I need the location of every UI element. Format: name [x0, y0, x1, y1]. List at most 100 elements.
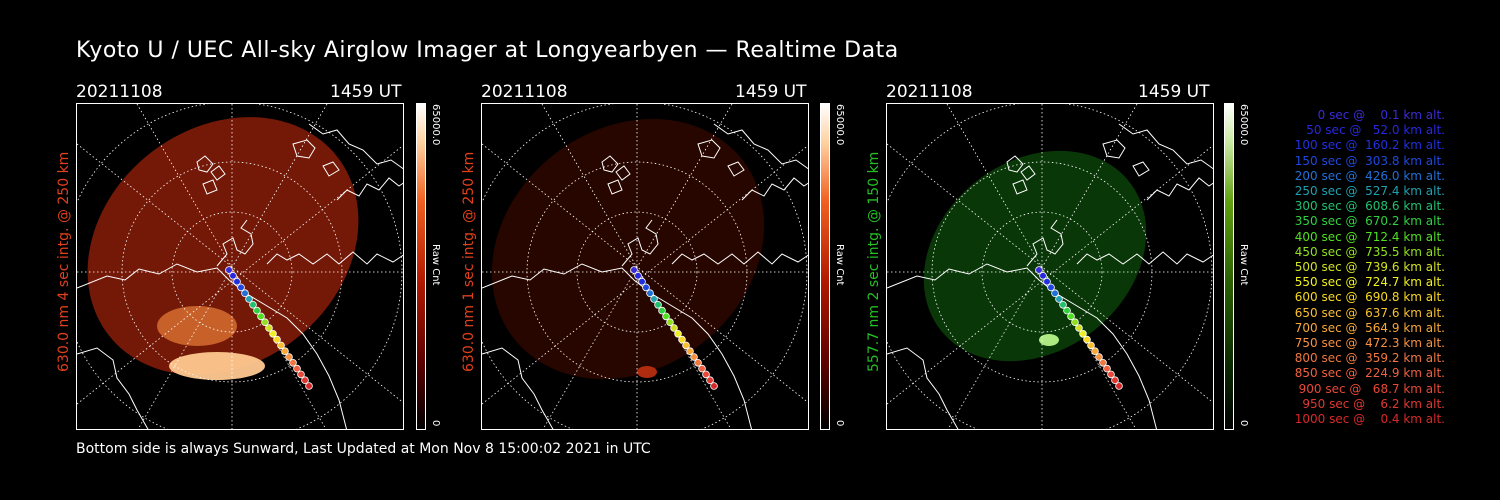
trajectory-marker — [1079, 330, 1087, 338]
trajectory-marker — [638, 277, 646, 286]
legend-row: 800 sec @ 359.2 km alt. — [1290, 351, 1445, 366]
trajectory-marker — [1075, 324, 1083, 332]
trajectory-marker — [1055, 295, 1063, 303]
trajectory-marker — [277, 341, 285, 350]
island-outline — [727, 161, 745, 177]
island-outline — [1132, 161, 1150, 177]
trajectory-marker — [1083, 335, 1091, 344]
trajectory-marker — [237, 283, 245, 292]
legend-row: 550 sec @ 724.7 km alt. — [1290, 275, 1445, 290]
panel-2-date: 20211108 — [481, 82, 568, 102]
legend-row: 750 sec @ 472.3 km alt. — [1290, 336, 1445, 351]
lat-lon-grid — [482, 104, 808, 429]
footer-status: Bottom side is always Sunward, Last Upda… — [76, 441, 651, 457]
panel-2-time: 1459 UT — [735, 82, 807, 102]
legend-row: 100 sec @ 160.2 km alt. — [1290, 138, 1445, 153]
legend-row: 900 sec @ 68.7 km alt. — [1294, 381, 1445, 396]
trajectory-marker — [650, 295, 658, 303]
trajectory-marker — [265, 324, 273, 332]
legend-row: 300 sec @ 608.6 km alt. — [1290, 199, 1445, 214]
trajectory-marker — [686, 347, 694, 356]
legend-row: 250 sec @ 527.4 km alt. — [1290, 184, 1445, 199]
trajectory-marker — [1035, 266, 1043, 274]
panel-1-colorbar-max: 65000.0 — [430, 104, 441, 146]
legend-row: 150 sec @ 303.8 km alt. — [1290, 153, 1445, 168]
trajectory-marker — [694, 358, 702, 367]
panel-2-wavelength-label: 630.0 nm 1 sec intg. @ 250 km — [461, 151, 477, 372]
trajectory-marker — [674, 330, 682, 338]
legend-row: 350 sec @ 670.2 km alt. — [1290, 214, 1445, 229]
aurora-bright-patch — [1039, 334, 1059, 346]
legend-row: 600 sec @ 690.8 km alt. — [1290, 290, 1445, 305]
legend-row: 50 sec @ 52.0 km alt. — [1298, 123, 1445, 138]
legend-row: 500 sec @ 739.6 km alt. — [1290, 260, 1445, 275]
panel-2-colorbar-min: 0 — [834, 420, 845, 427]
legend-row: 1000 sec @ 0.4 km alt. — [1294, 412, 1445, 427]
trajectory-marker — [642, 283, 650, 292]
trajectory-marker — [253, 306, 261, 315]
trajectory-marker — [630, 266, 638, 274]
trajectory-marker — [269, 330, 277, 338]
trajectory-marker — [706, 376, 714, 385]
trajectory-marker — [261, 318, 269, 327]
trajectory-marker — [710, 382, 718, 390]
aurora-bright-patch — [169, 352, 265, 380]
coastline — [482, 123, 808, 429]
panel-1-colorbar — [416, 103, 426, 430]
trajectory-marker — [293, 364, 301, 373]
island-outline — [1102, 139, 1126, 159]
trajectory-marker — [678, 335, 686, 344]
panel-3-date: 20211108 — [886, 82, 973, 102]
island-outline — [210, 165, 226, 181]
panel-2-allsky-image — [481, 103, 809, 430]
trajectory-marker — [273, 335, 281, 344]
trajectory-marker — [1051, 289, 1059, 298]
panel-1-wavelength-label: 630.0 nm 4 sec intg. @ 250 km — [56, 151, 72, 372]
trajectory-marker — [1047, 283, 1055, 292]
aurora-arc — [157, 306, 237, 346]
legend-row: 700 sec @ 564.9 km alt. — [1290, 320, 1445, 335]
trajectory-marker — [229, 272, 237, 280]
trajectory-marker — [289, 358, 297, 367]
trajectory-marker — [646, 289, 654, 298]
island-outline — [615, 165, 631, 181]
legend-row: 400 sec @ 712.4 km alt. — [1290, 229, 1445, 244]
trajectory-marker — [1067, 312, 1075, 321]
trajectory-marker — [698, 364, 706, 373]
panel-1-colorbar-unit: Raw Cnt — [430, 244, 441, 286]
legend-row: 650 sec @ 637.6 km alt. — [1290, 305, 1445, 320]
panel-1-time: 1459 UT — [330, 82, 402, 102]
trajectory-marker — [305, 382, 313, 390]
panel-3-colorbar-unit: Raw Cnt — [1238, 244, 1249, 286]
trajectory-marker — [233, 277, 241, 286]
island-outline — [292, 139, 316, 159]
trajectory-marker — [1039, 272, 1047, 280]
trajectory-marker — [1091, 347, 1099, 356]
panel-2-colorbar-max: 65000.0 — [834, 104, 845, 146]
trajectory-marker — [285, 353, 293, 361]
trajectory-marker — [281, 347, 289, 356]
island-outline — [196, 155, 214, 173]
panel-3-allsky-image — [886, 103, 1214, 430]
island-outline — [322, 161, 340, 177]
trajectory-marker — [1095, 353, 1103, 361]
trajectory-marker — [658, 306, 666, 315]
trajectory-marker — [1103, 364, 1111, 373]
legend-row: 0 sec @ 0.1 km alt. — [1306, 108, 1445, 122]
trajectory-marker — [1099, 358, 1107, 367]
island-outline — [1012, 179, 1028, 195]
legend-row: 200 sec @ 426.0 km alt. — [1290, 168, 1445, 183]
trajectory-marker — [1063, 306, 1071, 315]
trajectory-marker — [249, 301, 257, 309]
trajectory-legend: 0 sec @ 0.1 km alt. 50 sec @ 52.0 km alt… — [1250, 108, 1445, 427]
trajectory-marker — [301, 376, 309, 385]
trajectory-marker — [1107, 370, 1115, 379]
coastline — [77, 123, 403, 429]
legend-row: 950 sec @ 6.2 km alt. — [1298, 396, 1445, 411]
panel-3-colorbar — [1224, 103, 1234, 430]
trajectory-marker — [666, 318, 674, 327]
island-outline — [607, 179, 623, 195]
page-title: Kyoto U / UEC All-sky Airglow Imager at … — [76, 38, 899, 63]
trajectory-marker — [241, 289, 249, 298]
airglow-field — [87, 117, 359, 375]
